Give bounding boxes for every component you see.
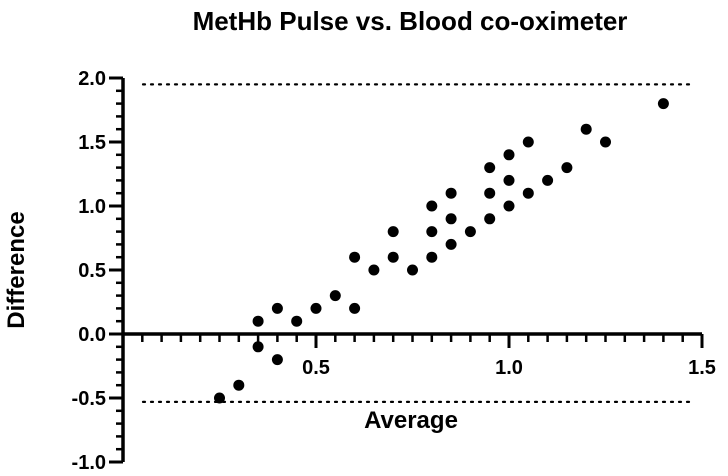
data-point bbox=[349, 302, 361, 314]
data-point bbox=[329, 290, 341, 302]
data-point bbox=[445, 187, 457, 199]
data-point bbox=[542, 174, 554, 186]
chart-title: MetHb Pulse vs. Blood co-oximeter bbox=[193, 6, 628, 36]
x-tick-label: 0.5 bbox=[302, 357, 330, 379]
data-point bbox=[387, 251, 399, 263]
data-points bbox=[214, 98, 669, 404]
data-point bbox=[561, 162, 573, 174]
data-point bbox=[445, 213, 457, 225]
y-axis-label: Difference bbox=[3, 211, 30, 328]
data-point bbox=[503, 149, 515, 161]
data-point bbox=[387, 226, 399, 238]
data-point bbox=[657, 98, 669, 110]
data-point bbox=[580, 123, 592, 135]
y-tick-label: 1.0 bbox=[78, 196, 106, 218]
data-point bbox=[349, 251, 361, 263]
data-point bbox=[368, 264, 380, 276]
data-point bbox=[503, 174, 515, 186]
data-point bbox=[271, 354, 283, 366]
data-point bbox=[426, 251, 438, 263]
data-point bbox=[464, 226, 476, 238]
data-point bbox=[291, 315, 303, 327]
data-point bbox=[484, 213, 496, 225]
data-point bbox=[503, 200, 515, 212]
x-axis-label: Average bbox=[364, 407, 458, 434]
data-point bbox=[214, 392, 225, 404]
data-point bbox=[445, 238, 457, 250]
data-point bbox=[426, 226, 438, 238]
y-tick-label: 2.0 bbox=[78, 68, 106, 90]
y-tick-label: 1.5 bbox=[78, 132, 106, 154]
x-tick-label: 1.0 bbox=[495, 357, 523, 379]
data-point bbox=[484, 162, 496, 174]
x-tick-label: 1.5 bbox=[688, 357, 716, 379]
data-point bbox=[233, 379, 245, 391]
data-point bbox=[600, 136, 611, 148]
reference-lines bbox=[141, 83, 694, 403]
data-point bbox=[407, 264, 418, 276]
data-point bbox=[484, 187, 496, 199]
data-point bbox=[252, 341, 264, 353]
data-point bbox=[522, 187, 534, 199]
y-tick-label: -1.0 bbox=[72, 452, 106, 474]
data-point bbox=[522, 136, 534, 148]
y-tick-label: -0.5 bbox=[72, 388, 106, 410]
data-point bbox=[271, 302, 283, 314]
y-axis-ticks: 2.0 1.5 1.0 0.5 0.0 -0.5 -1.0 bbox=[72, 68, 123, 474]
x-axis-ticks: 0.5 1.0 1.5 bbox=[141, 334, 716, 379]
data-point bbox=[426, 200, 438, 212]
data-point bbox=[310, 302, 322, 314]
y-tick-label: 0.5 bbox=[78, 260, 106, 282]
y-tick-label: 0.0 bbox=[78, 324, 106, 346]
data-point bbox=[252, 315, 264, 327]
